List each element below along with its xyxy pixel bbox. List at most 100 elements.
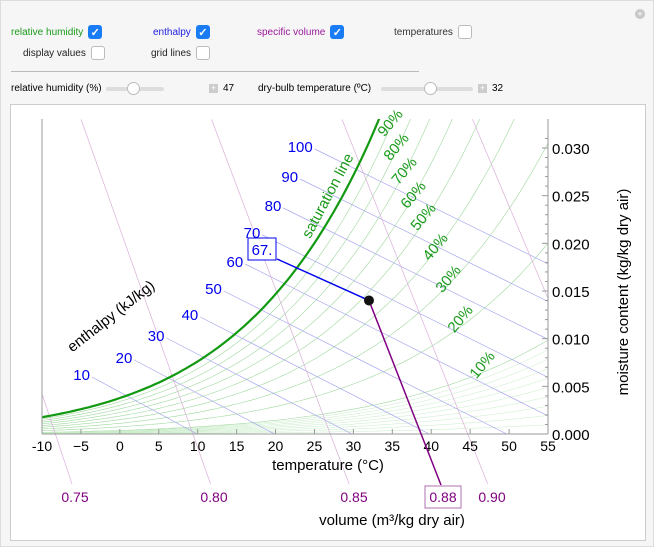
rh-slider-label: relative humidity (%) xyxy=(11,83,102,94)
enthalpy-label-20: 20 xyxy=(116,350,133,367)
y-tick-label: 0.005 xyxy=(552,379,590,396)
enthalpy-line-10 xyxy=(91,376,198,434)
enthalpy-label-40: 40 xyxy=(182,307,199,324)
rh-curve-20 xyxy=(42,242,548,431)
enthalpy-axis-title: enthalpy (kJ/kg) xyxy=(64,277,158,356)
x-tick-label: 45 xyxy=(462,438,478,454)
enthalpy-line-20 xyxy=(134,359,275,434)
options-plus-icon[interactable]: + xyxy=(635,9,645,19)
saturation-line-label: saturation line xyxy=(299,151,358,241)
y-tick-label: 0.020 xyxy=(552,236,590,253)
y-tick-label: 0.030 xyxy=(552,141,590,158)
enthalpy-label-90: 90 xyxy=(281,169,298,186)
relative-humidity-label: relative humidity xyxy=(11,26,84,38)
specific-volume-checkbox[interactable]: ✓ xyxy=(330,25,345,39)
grid-lines-label: grid lines xyxy=(151,47,192,59)
rh-curve-30 xyxy=(42,142,548,430)
enthalpy-line-70 xyxy=(262,234,548,378)
rh-minor-curve xyxy=(42,368,548,434)
psychrometric-chart-panel: -10 −5 0 5 10 15 20 25 30 35 40 45 50 55 0.000 0.005 0.0… xyxy=(10,104,646,541)
rh-curve-50 xyxy=(42,119,481,426)
grid-lines-toggle[interactable]: grid lines xyxy=(151,46,211,60)
enthalpy-toggle[interactable]: enthalpy ✓ xyxy=(153,25,210,39)
volume-label-0.75: 0.75 xyxy=(61,489,88,505)
volume-line xyxy=(211,119,350,484)
enthalpy-label-10: 10 xyxy=(73,367,90,384)
x-tick-label: 5 xyxy=(155,438,163,454)
rh-label-30: 30% xyxy=(432,262,464,296)
rh-minor-curve xyxy=(42,405,548,434)
x-axis-title: temperature (°C) xyxy=(272,457,384,474)
enthalpy-label-100: 100 xyxy=(288,139,313,156)
grid-lines-checkbox[interactable] xyxy=(196,46,211,60)
x-tick-label: 30 xyxy=(346,438,362,454)
rh-minor-curve xyxy=(42,387,548,434)
enthalpy-line-100 xyxy=(314,148,548,265)
x-tick-label: 55 xyxy=(540,438,556,454)
enthalpy-label-80: 80 xyxy=(265,198,282,215)
display-values-checkbox[interactable] xyxy=(90,46,105,60)
enthalpy-leader-line xyxy=(276,258,370,302)
rh-value: 47 xyxy=(223,83,235,94)
x-tick-label: 25 xyxy=(307,438,323,454)
rh-minor-curve xyxy=(42,396,548,434)
temp-slider[interactable] xyxy=(381,82,473,95)
volume-leader-line xyxy=(368,300,442,486)
enthalpy-value: 67. xyxy=(252,242,273,259)
rh-curve-90 xyxy=(42,119,395,420)
rh-curve-10 xyxy=(42,339,548,433)
rh-minor-curve xyxy=(42,415,548,434)
rh-slider-thumb[interactable] xyxy=(127,82,141,95)
display-values-toggle[interactable]: display values xyxy=(23,46,105,60)
temp-slider-label: dry-bulb temperature (ºC) xyxy=(258,83,372,94)
volume-label-0.90: 0.90 xyxy=(478,489,505,505)
volume-line xyxy=(341,119,489,484)
temp-slider-thumb[interactable] xyxy=(423,82,437,95)
enthalpy-line-50 xyxy=(223,290,507,434)
x-tick-label: 15 xyxy=(229,438,245,454)
volume-line xyxy=(472,119,548,300)
enthalpy-line-40 xyxy=(200,316,430,434)
rh-curve-40 xyxy=(42,119,515,428)
enthalpy-label-30: 30 xyxy=(148,328,165,345)
relative-humidity-toggle[interactable]: relative humidity ✓ xyxy=(11,25,103,39)
rh-minor-curve xyxy=(42,349,548,433)
volume-label-0.85: 0.85 xyxy=(340,489,367,505)
volume-line xyxy=(42,392,73,484)
x-tick-label: −5 xyxy=(73,438,89,454)
state-point-marker[interactable] xyxy=(363,295,374,306)
y-tick-label: 0.025 xyxy=(552,189,590,206)
enthalpy-line-90 xyxy=(299,178,548,302)
x-tick-label: 35 xyxy=(385,438,401,454)
rh-slider[interactable] xyxy=(106,82,164,95)
rh-minor-curve xyxy=(42,358,548,433)
enthalpy-label: enthalpy xyxy=(153,26,191,38)
rh-minor-curve xyxy=(42,377,548,434)
specific-volume-label: specific volume xyxy=(257,26,326,38)
rh-curve-80 xyxy=(42,119,411,421)
rh-curve-60 xyxy=(42,119,453,425)
temperatures-toggle[interactable]: temperatures xyxy=(394,25,472,39)
enthalpy-label-50: 50 xyxy=(205,281,222,298)
temperatures-checkbox[interactable] xyxy=(457,25,472,39)
temp-expand-icon[interactable]: + xyxy=(478,83,487,93)
divider xyxy=(11,71,419,72)
relative-humidity-checkbox[interactable]: ✓ xyxy=(88,25,103,39)
temperatures-label: temperatures xyxy=(394,26,453,38)
enthalpy-checkbox[interactable]: ✓ xyxy=(195,25,210,39)
enthalpy-line-60 xyxy=(245,263,548,417)
rh-curve-70 xyxy=(42,119,431,423)
x-tick-label: 20 xyxy=(268,438,284,454)
x-tick-label: 50 xyxy=(501,438,517,454)
volume-value: 0.88 xyxy=(429,489,456,505)
psychrometric-chart: -10 −5 0 5 10 15 20 25 30 35 40 45 50 550.000 0.005 0.0… xyxy=(32,106,632,529)
rh-label-20: 20% xyxy=(444,302,476,336)
volume-value-box xyxy=(424,485,462,509)
specific-volume-toggle[interactable]: specific volume ✓ xyxy=(257,25,345,39)
rh-expand-icon[interactable]: + xyxy=(209,83,218,93)
enthalpy-label-60: 60 xyxy=(227,254,244,271)
y-axis-title: moisture content (kg/kg dry air) xyxy=(615,189,632,396)
y-tick-label: 0.015 xyxy=(552,284,590,301)
saturation-curve xyxy=(42,119,381,419)
